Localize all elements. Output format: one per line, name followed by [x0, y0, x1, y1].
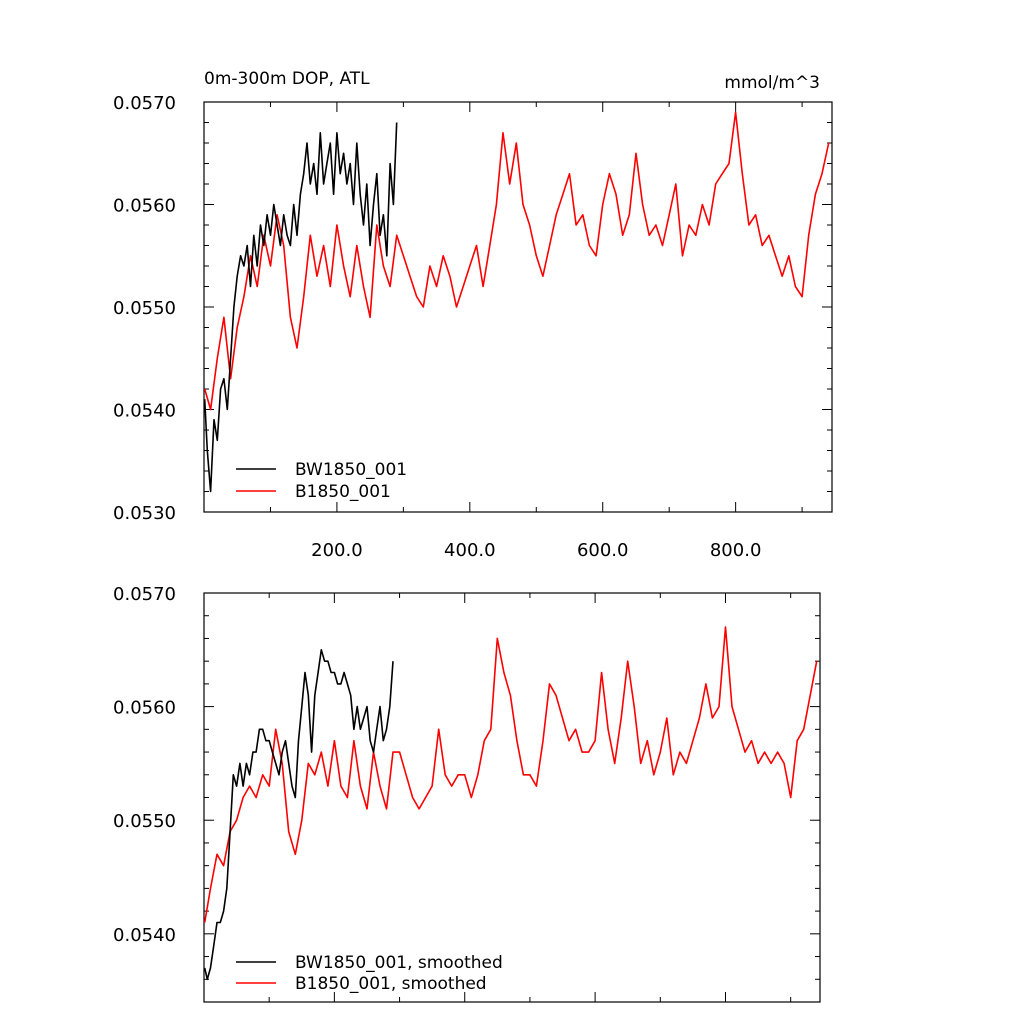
- series-line-black: [203, 648, 394, 981]
- y-tick-label: 0.0560: [113, 196, 176, 217]
- y-tick-label: 0.0550: [113, 298, 176, 319]
- legend-label: BW1850_001, smoothed: [295, 953, 503, 973]
- y-tick-label: 0.0560: [113, 698, 176, 719]
- legend-label: BW1850_001: [295, 460, 407, 480]
- x-tick-label: 800.0: [710, 540, 762, 561]
- y-tick-label: 0.0540: [113, 925, 176, 946]
- chart-title: 0m-300m DOP, ATL: [204, 69, 370, 89]
- x-tick-label: 400.0: [444, 540, 496, 561]
- y-tick-label: 0.0570: [113, 93, 176, 114]
- series-line-red: [203, 111, 830, 411]
- series-line-black: [203, 122, 398, 493]
- y-tick-label: 0.0570: [113, 584, 176, 605]
- x-tick-label: 600.0: [577, 540, 629, 561]
- units-label: mmol/m^3: [724, 73, 820, 93]
- y-tick-label: 0.0550: [113, 811, 176, 832]
- legend-label: B1850_001: [295, 482, 391, 502]
- bottom-panel: 0.0540 0.0550 0.0560 0.0570 BW1850_001, smoo…: [113, 584, 821, 1003]
- series-line-red: [203, 626, 818, 923]
- y-tick-label: 0.0530: [113, 503, 176, 524]
- x-tick-label: 200.0: [311, 540, 363, 561]
- legend-label: B1850_001, smoothed: [295, 974, 487, 994]
- y-tick-label: 0.0540: [113, 401, 176, 422]
- top-panel: 200.0 400.0 600.0 800.0 0.0530 0.0540 0.0550 0.…: [113, 93, 833, 561]
